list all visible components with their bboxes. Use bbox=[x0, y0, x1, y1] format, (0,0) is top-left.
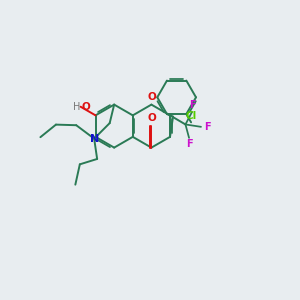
Text: N: N bbox=[89, 134, 99, 144]
Text: O: O bbox=[147, 112, 156, 122]
Text: O: O bbox=[81, 102, 90, 112]
Text: H: H bbox=[73, 102, 80, 112]
Text: O: O bbox=[148, 92, 156, 102]
Text: F: F bbox=[204, 122, 211, 132]
Text: F: F bbox=[189, 100, 195, 110]
Text: F: F bbox=[186, 140, 192, 149]
Text: Cl: Cl bbox=[185, 111, 197, 121]
